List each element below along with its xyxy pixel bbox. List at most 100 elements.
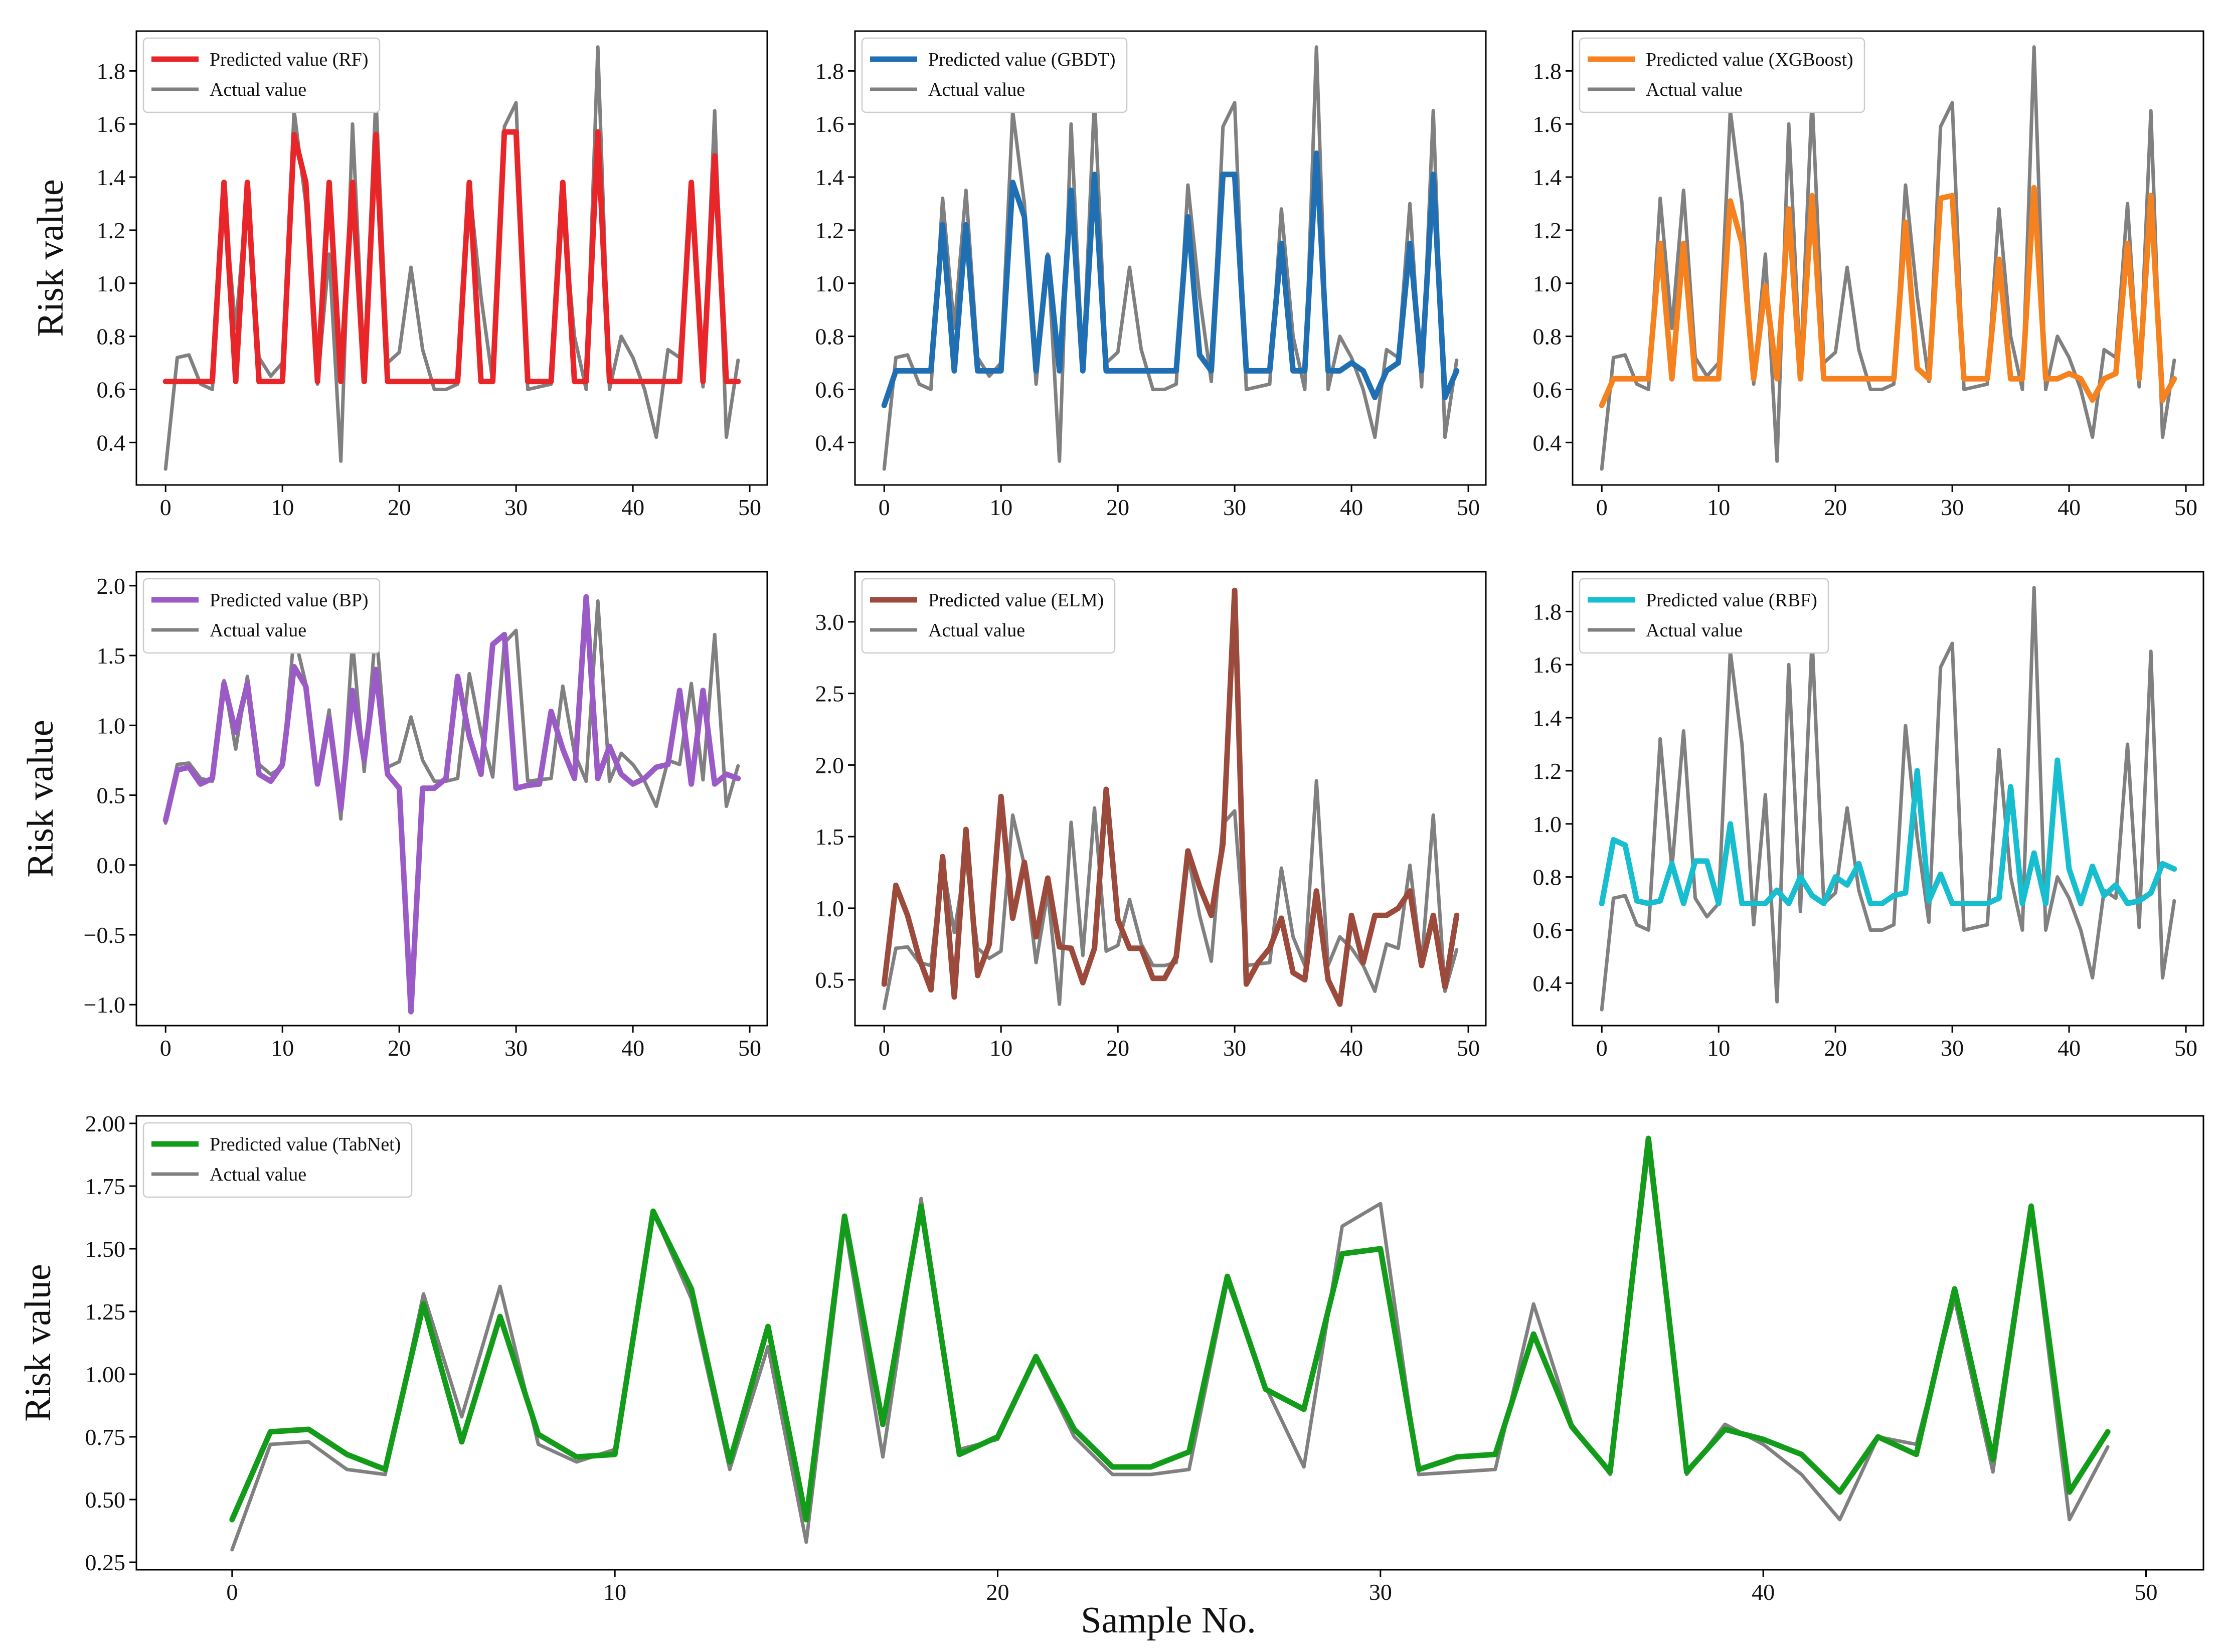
x-tick-label: 40 (1340, 494, 1363, 520)
axes-frame-elm (854, 571, 1487, 1027)
legend-rf: Predicted value (RF) Actual value (142, 37, 381, 113)
y-tick-label: 1.0 (1533, 811, 1562, 837)
y-tick-label: 1.4 (97, 164, 126, 190)
legend-gbdt: Predicted value (GBDT) Actual value (861, 37, 1128, 113)
y-tick-label: 0.6 (1533, 377, 1562, 402)
y-tick-label: 1.00 (85, 1362, 126, 1387)
x-tick-label: 10 (603, 1579, 626, 1605)
legend-label: Actual value (210, 1164, 306, 1185)
y-tick-label: 0.25 (85, 1550, 126, 1575)
axes-frame-bp (135, 571, 768, 1027)
y-tick-label: 1.4 (1533, 164, 1562, 190)
y-tick-label: 1.4 (1533, 705, 1562, 731)
y-axis-label-rf: Risk value (30, 179, 71, 337)
y-tick-label: 1.6 (815, 111, 844, 137)
legend-label: Predicted value (RBF) (1646, 590, 1817, 611)
x-tick-label: 20 (1824, 494, 1847, 520)
y-tick-label: −0.5 (84, 922, 125, 948)
y-tick-label: 1.8 (1533, 599, 1562, 624)
y-tick-label: 1.4 (815, 164, 844, 190)
legend-box (142, 37, 381, 113)
legend-box (142, 578, 381, 654)
y-tick-label: −1.0 (84, 992, 125, 1018)
legend-label: Predicted value (XGBoost) (1646, 49, 1853, 70)
y-tick-label: 1.8 (1533, 58, 1562, 84)
legend-label: Actual value (210, 79, 306, 100)
x-tick-label: 0 (879, 494, 890, 520)
actual-line-xgboost (1600, 45, 2176, 471)
x-tick-label: 30 (504, 494, 528, 520)
y-tick-label: 1.5 (815, 824, 844, 850)
x-tick-label: 40 (1340, 1035, 1363, 1061)
x-tick-label: 50 (2135, 1579, 2158, 1605)
predicted-line-rf (162, 129, 741, 385)
panel-rf: 0 10 20 30 40 50 0.4 0.6 0.8 1.0 1.2 1.4 1.6 1.8 Risk … (30, 30, 768, 520)
legend-box (1579, 578, 1829, 654)
legend-label: Actual value (210, 620, 306, 641)
predicted-line-tabnet (229, 1135, 2111, 1523)
y-axis-label-bp: Risk value (20, 720, 61, 877)
x-tick-label: 30 (1941, 494, 1964, 520)
legend-box (861, 578, 1116, 654)
y-tick-label: 1.0 (97, 271, 126, 296)
predicted-line-rbf (1599, 757, 2177, 906)
panel-rbf: 0 10 20 30 40 50 0.4 0.6 0.8 1.0 1.2 1.4 1.6 1.8 Predi… (1533, 571, 2204, 1061)
legend-label: Predicted value (GBDT) (928, 49, 1116, 70)
y-tick-label: 2.0 (815, 752, 844, 778)
x-tick-label: 30 (1941, 1035, 1964, 1061)
legend-label: Actual value (1646, 620, 1743, 641)
x-tick-label: 0 (226, 1579, 238, 1605)
y-tick-label: 1.25 (85, 1299, 126, 1325)
panel-bp: 0 10 20 30 40 50 −1.0 −0.5 0.0 0.5 1.0 1.5 2.0 Risk v… (20, 571, 768, 1061)
y-tick-label: 2.00 (85, 1111, 126, 1136)
y-tick-label: 0.5 (815, 967, 844, 993)
axes-frame-gbdt (854, 30, 1487, 486)
x-tick-label: 10 (1707, 494, 1730, 520)
y-tick-label: 1.8 (815, 58, 844, 84)
x-tick-label: 10 (271, 1035, 294, 1061)
y-tick-label: 1.0 (815, 271, 844, 296)
y-tick-label: 0.4 (815, 430, 844, 455)
legend-label: Predicted value (TabNet) (210, 1134, 401, 1155)
y-tick-label: 0.6 (815, 377, 844, 402)
x-tick-label: 0 (160, 494, 172, 520)
legend-label: Predicted value (ELM) (928, 590, 1104, 611)
y-tick-label: 0.5 (97, 783, 126, 808)
x-tick-label: 50 (2174, 494, 2197, 520)
legend-bp: Predicted value (BP) Actual value (142, 578, 381, 654)
x-tick-label: 40 (621, 494, 644, 520)
panel-gbdt: 0 10 20 30 40 50 0.4 0.6 0.8 1.0 1.2 1.4 1.6 1.8 Predi… (815, 30, 1487, 520)
y-axis-label-tabnet: Risk value (18, 1264, 59, 1421)
y-tick-label: 0.4 (1533, 430, 1562, 455)
y-tick-label: 1.6 (97, 111, 126, 137)
x-tick-label: 0 (160, 1035, 172, 1061)
y-tick-label: 0.6 (97, 377, 126, 402)
y-tick-label: 1.0 (815, 896, 844, 921)
y-tick-label: 2.5 (815, 681, 844, 707)
y-tick-label: 0.8 (97, 324, 126, 350)
y-tick-label: 0.0 (97, 853, 126, 878)
actual-line-tabnet (230, 1149, 2110, 1552)
y-tick-label: 1.5 (97, 643, 126, 669)
predicted-line-gbdt (881, 150, 1460, 408)
x-tick-label: 30 (1223, 1035, 1246, 1061)
x-tick-label: 30 (1369, 1579, 1392, 1605)
x-tick-label: 50 (1457, 494, 1480, 520)
x-tick-label: 50 (738, 494, 761, 520)
x-tick-label: 10 (989, 1035, 1012, 1061)
y-tick-label: 1.6 (1533, 111, 1562, 137)
actual-line-rbf (1600, 586, 2176, 1012)
y-tick-label: 0.8 (1533, 324, 1562, 350)
y-tick-label: 1.75 (85, 1174, 126, 1199)
axes-frame-rf (135, 30, 768, 486)
legend-xgboost: Predicted value (XGBoost) Actual value (1579, 37, 1865, 113)
x-tick-label: 20 (1106, 1035, 1129, 1061)
x-tick-label: 40 (1752, 1579, 1775, 1605)
predicted-line-elm (881, 587, 1460, 1007)
y-tick-label: 2.0 (97, 573, 126, 599)
panel-tabnet: 0 10 20 30 40 50 0.25 0.50 0.75 1.00 1.25 1.50 1.75 2… (18, 1111, 2204, 1605)
y-tick-label: 1.2 (1533, 218, 1562, 243)
predicted-line-xgboost (1599, 185, 2177, 408)
y-tick-label: 1.2 (815, 218, 844, 243)
